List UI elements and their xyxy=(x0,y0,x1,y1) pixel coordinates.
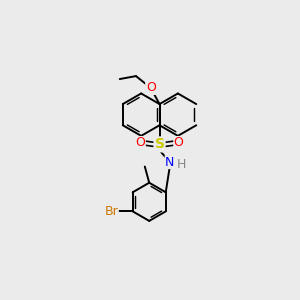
Text: Br: Br xyxy=(105,205,118,218)
Text: O: O xyxy=(174,136,184,149)
Text: S: S xyxy=(154,137,164,152)
Text: O: O xyxy=(146,81,156,94)
Text: N: N xyxy=(165,156,175,169)
Text: O: O xyxy=(136,136,145,149)
Text: H: H xyxy=(176,158,186,171)
